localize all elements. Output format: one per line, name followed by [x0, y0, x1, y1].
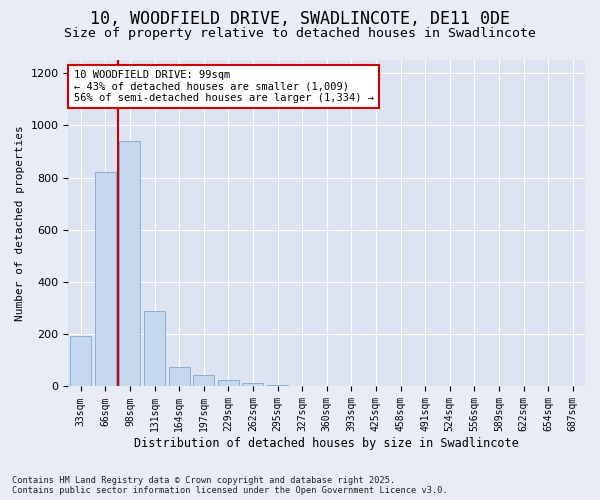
Text: Contains HM Land Registry data © Crown copyright and database right 2025.
Contai: Contains HM Land Registry data © Crown c…	[12, 476, 448, 495]
X-axis label: Distribution of detached houses by size in Swadlincote: Distribution of detached houses by size …	[134, 437, 519, 450]
Text: 10, WOODFIELD DRIVE, SWADLINCOTE, DE11 0DE: 10, WOODFIELD DRIVE, SWADLINCOTE, DE11 0…	[90, 10, 510, 28]
Bar	[95, 172, 116, 386]
Y-axis label: Number of detached properties: Number of detached properties	[15, 126, 25, 321]
Bar	[193, 374, 214, 386]
Text: 10 WOODFIELD DRIVE: 99sqm
← 43% of detached houses are smaller (1,009)
56% of se: 10 WOODFIELD DRIVE: 99sqm ← 43% of detac…	[74, 70, 374, 103]
Bar	[267, 385, 288, 386]
Bar	[144, 310, 165, 386]
Bar	[169, 367, 190, 386]
Text: Size of property relative to detached houses in Swadlincote: Size of property relative to detached ho…	[64, 28, 536, 40]
Bar	[70, 336, 91, 386]
Bar	[242, 384, 263, 386]
Bar	[119, 141, 140, 386]
Bar	[218, 380, 239, 386]
